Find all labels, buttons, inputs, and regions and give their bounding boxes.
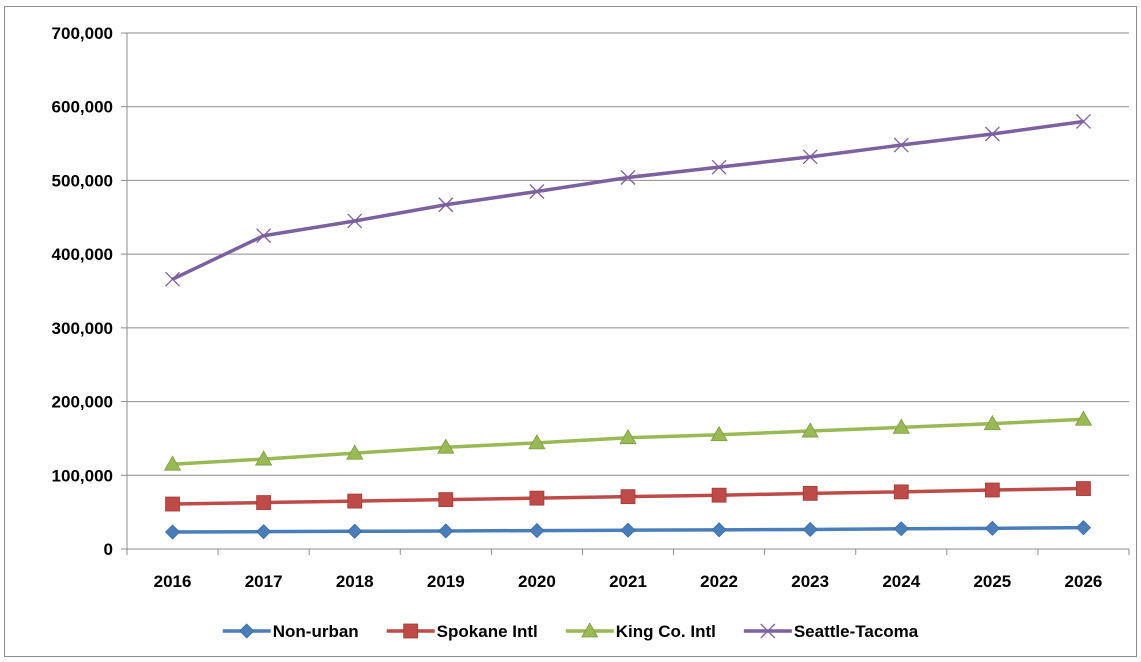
- legend-label: Spokane Intl: [437, 622, 538, 641]
- legend-item: Spokane Intl: [386, 622, 538, 641]
- data-point-non-urban: [164, 524, 181, 540]
- axes: [121, 32, 1130, 555]
- data-point-spokane-intl: [256, 495, 272, 510]
- x-tick-label: 2024: [882, 572, 920, 591]
- legend-label: Seattle-Tacoma: [794, 622, 919, 641]
- data-point-seattle-tacoma: [1075, 113, 1091, 129]
- legend-label: King Co. Intl: [616, 622, 716, 641]
- x-tick-label: 2026: [1065, 572, 1103, 591]
- data-point-non-urban: [1075, 520, 1092, 536]
- y-tick-label: 600,000: [52, 98, 113, 117]
- data-point-seattle-tacoma: [802, 149, 818, 165]
- data-point-seattle-tacoma: [893, 137, 909, 153]
- data-point-seattle-tacoma: [165, 271, 181, 287]
- data-point-king-co-intl: [801, 422, 819, 438]
- data-point-king-co-intl: [528, 434, 546, 450]
- legend-item: Non-urban: [222, 622, 359, 641]
- x-tick-label: 2016: [154, 572, 192, 591]
- data-point-spokane-intl: [165, 496, 180, 512]
- data-point-king-co-intl: [163, 455, 182, 471]
- data-point-seattle-tacoma: [438, 197, 454, 213]
- gridlines: [127, 32, 1129, 476]
- data-point-spokane-intl: [529, 490, 545, 506]
- data-point-seattle-tacoma: [711, 159, 727, 175]
- x-tick-label: 2021: [609, 572, 647, 591]
- data-point-spokane-intl: [347, 493, 363, 509]
- data-point-non-urban: [529, 523, 545, 539]
- data-point-king-co-intl: [892, 418, 910, 434]
- data-point-seattle-tacoma: [984, 126, 1000, 142]
- data-point-spokane-intl: [893, 484, 909, 500]
- data-point-seattle-tacoma: [347, 213, 363, 229]
- y-tick-label: 300,000: [52, 319, 113, 338]
- x-tick-label: 2019: [427, 572, 465, 591]
- y-tick-label: 500,000: [52, 171, 113, 190]
- data-point-non-urban: [438, 523, 454, 539]
- data-point-king-co-intl: [619, 428, 637, 445]
- y-axis-tick-labels: 0 100,000 200,000 300,000 400,000 500,000 600,…: [52, 24, 113, 559]
- y-tick-label: 0: [104, 540, 113, 559]
- legend-item: Seattle-Tacoma: [743, 622, 919, 641]
- data-point-king-co-intl: [346, 444, 364, 460]
- series-line-seattle-tacoma: [171, 119, 1084, 281]
- y-tick-label: 700,000: [52, 24, 113, 43]
- data-point-non-urban: [347, 523, 363, 539]
- x-tick-label: 2022: [700, 572, 738, 591]
- y-tick-label: 100,000: [52, 466, 113, 485]
- data-point-non-urban: [256, 524, 272, 540]
- data-point-king-co-intl: [710, 425, 728, 442]
- data-point-non-urban: [984, 520, 1000, 536]
- x-tick-label: 2017: [245, 572, 283, 591]
- data-point-spokane-intl: [620, 489, 636, 505]
- data-point-spokane-intl: [711, 487, 727, 503]
- legend-marker-spokane-intl: [403, 623, 419, 639]
- legend-marker-king-co-intl: [581, 622, 599, 638]
- data-point-king-co-intl: [437, 438, 455, 454]
- data-point-king-co-intl: [1074, 410, 1093, 426]
- data-point-non-urban: [620, 522, 636, 538]
- x-tick-label: 2020: [518, 572, 556, 591]
- y-tick-label: 400,000: [52, 245, 113, 264]
- data-point-spokane-intl: [1076, 481, 1091, 496]
- data-point-spokane-intl: [802, 485, 818, 501]
- series-layer: [163, 113, 1093, 540]
- legend-marker-seattle-tacoma: [760, 623, 776, 639]
- data-point-seattle-tacoma: [256, 228, 272, 244]
- x-tick-label: 2025: [973, 572, 1011, 591]
- legend-label: Non-urban: [273, 622, 359, 641]
- data-point-king-co-intl: [254, 450, 273, 466]
- data-point-seattle-tacoma: [529, 184, 545, 199]
- legend-item: King Co. Intl: [565, 622, 716, 641]
- x-axis-tick-labels: 2016 2017 2018 2019 2020 2021 2022 2023 2024 2025…: [154, 572, 1103, 591]
- data-point-spokane-intl: [438, 492, 454, 508]
- x-tick-label: 2023: [791, 572, 829, 591]
- data-point-non-urban: [893, 521, 909, 537]
- data-point-spokane-intl: [984, 482, 1000, 498]
- data-point-non-urban: [711, 522, 727, 538]
- data-point-seattle-tacoma: [620, 170, 636, 185]
- legend-marker-non-urban: [239, 623, 255, 639]
- data-point-king-co-intl: [983, 414, 1002, 431]
- y-tick-label: 200,000: [52, 393, 113, 412]
- x-tick-label: 2018: [336, 572, 374, 591]
- legend: Non-urban Spokane Intl King Co. Intl Seattl…: [222, 622, 919, 641]
- data-point-non-urban: [802, 521, 818, 538]
